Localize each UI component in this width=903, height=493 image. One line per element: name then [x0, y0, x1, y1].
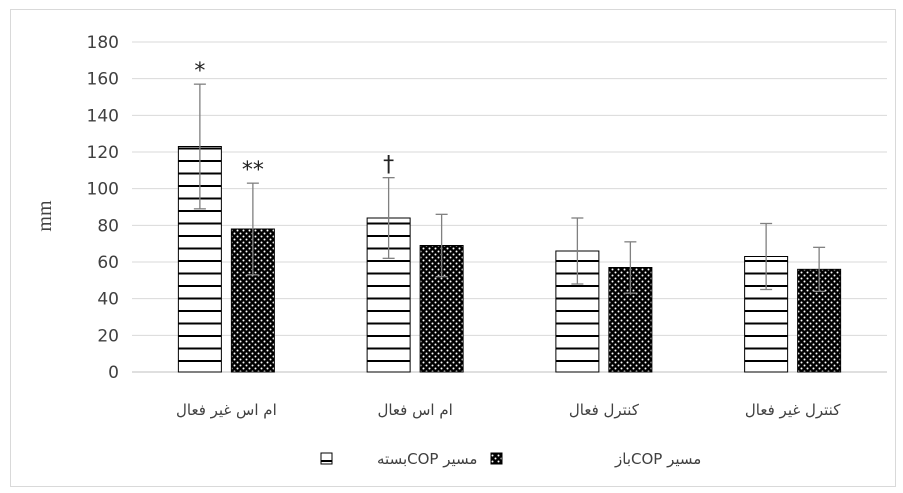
y-tick-label: 40 — [97, 290, 119, 310]
y-axis-title: mm — [34, 200, 56, 232]
y-tick-label: 100 — [87, 180, 119, 200]
y-tick-label: 0 — [108, 363, 119, 383]
legend: مسیر COPبسته مسیر COPباز — [320, 450, 701, 468]
significance-mark: ** — [242, 158, 264, 183]
x-category-label: ام اس فعال — [377, 401, 452, 419]
y-tick-label: 160 — [87, 70, 119, 90]
x-axis-category-labels: ام اس غیر فعال ام اس فعال کنترل فعال کنترل … — [176, 401, 841, 419]
x-category-label: ام اس غیر فعال — [176, 401, 277, 419]
significance-mark: * — [194, 59, 205, 84]
legend-label: مسیر COPباز — [614, 450, 701, 468]
bar — [366, 217, 411, 373]
y-tick-label: 60 — [97, 253, 119, 273]
y-axis-tick-labels: 0 20 40 60 80 100 120 140 160 180 — [87, 33, 119, 383]
chart-frame: 0 20 40 60 80 100 120 140 160 180 * ** † ام اس غیر … — [10, 9, 896, 487]
y-tick-label: 180 — [87, 33, 119, 53]
significance-annotations: *** † — [194, 59, 394, 183]
error-bars — [193, 83, 826, 294]
y-tick-label: 140 — [87, 106, 119, 126]
x-category-label: کنترل غیر فعال — [745, 401, 841, 419]
legend-swatch — [490, 452, 503, 465]
legend-swatch — [320, 452, 333, 465]
significance-mark: † — [383, 153, 394, 178]
legend-label: مسیر COPبسته — [377, 450, 477, 468]
y-tick-label: 20 — [97, 326, 119, 346]
x-category-label: کنترل فعال — [569, 401, 640, 419]
y-tick-label: 80 — [97, 216, 119, 236]
y-tick-label: 120 — [87, 143, 119, 163]
bars — [177, 146, 842, 373]
